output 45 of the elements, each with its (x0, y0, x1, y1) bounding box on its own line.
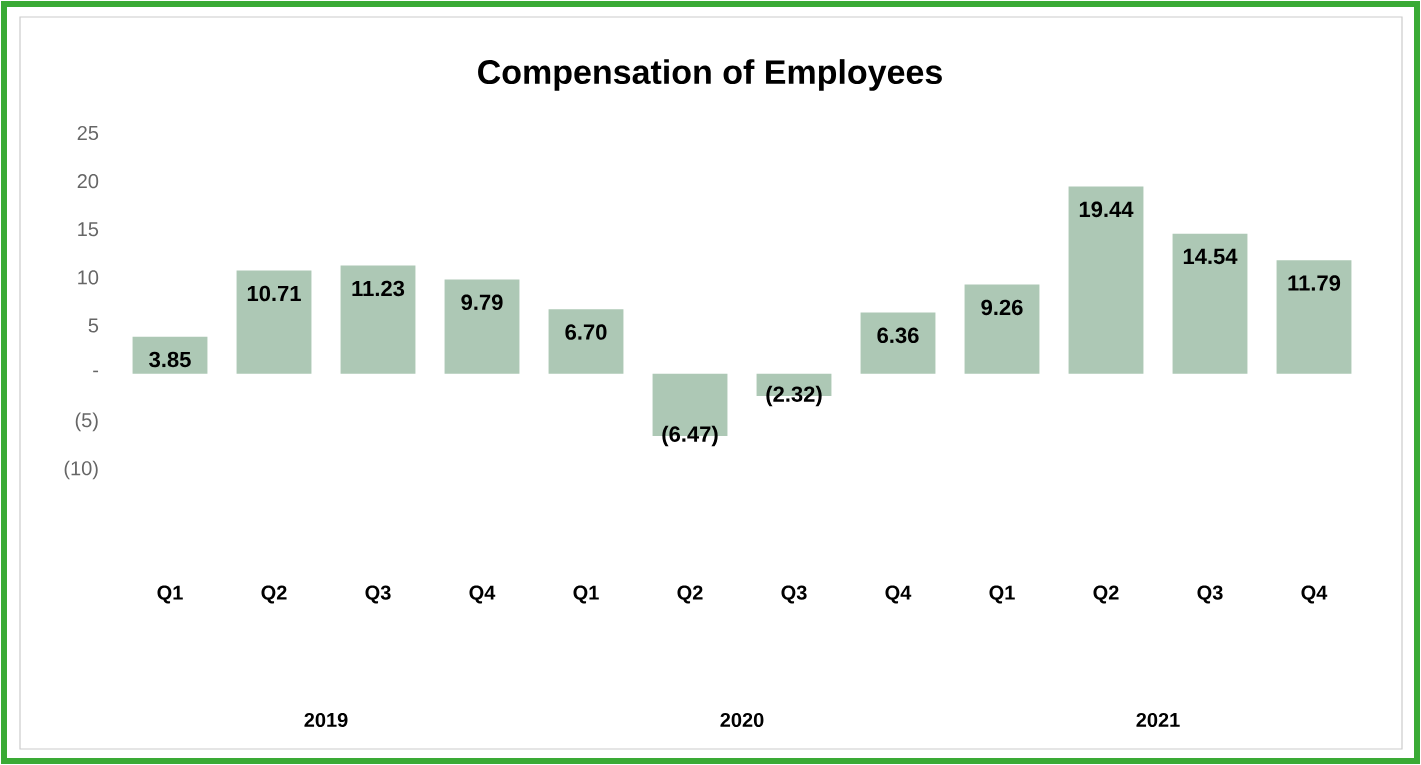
data-label: 11.79 (1288, 275, 1341, 291)
bar (444, 279, 520, 374)
y-tick-label: 10 (78, 270, 99, 285)
x-tick-label: Q1 (573, 585, 599, 604)
data-label: 9.26 (981, 299, 1023, 316)
bar (340, 265, 416, 374)
data-label: 6.70 (565, 324, 607, 340)
text: 2021 (1136, 712, 1180, 728)
x-tick-label: Q2 (677, 585, 703, 604)
data-label: 6.36 (877, 327, 919, 344)
bar (1068, 186, 1144, 374)
bar (548, 309, 624, 374)
text: 2020 (720, 712, 764, 728)
y-tick-label: 15 (78, 222, 99, 237)
data-label: 11.23 (352, 280, 405, 297)
x-tick-label: Q3 (781, 585, 807, 604)
y-tick-label: (10) (64, 460, 98, 480)
x-tick-label: Q2 (1093, 585, 1119, 604)
data-label: 3.85 (149, 351, 191, 368)
x-tick-label: Q1 (989, 585, 1015, 604)
y-tick-label: 5 (88, 318, 99, 333)
x-tick-label: Q3 (365, 585, 391, 604)
bar (964, 284, 1040, 374)
bar (860, 312, 936, 374)
x-tick-label: Q3 (1197, 585, 1223, 604)
x-tick-label: Q4 (1301, 585, 1328, 604)
x-tick-label: Q4 (885, 585, 912, 604)
data-label: 19.44 (1079, 201, 1134, 218)
bar (1172, 233, 1248, 374)
x-tick-label: Q2 (261, 585, 287, 604)
bar (1276, 260, 1352, 374)
data-label: 14.54 (1183, 248, 1238, 265)
x-tick-label: Q4 (469, 585, 496, 604)
text: 2019 (304, 712, 348, 728)
x-tick-label: Q1 (157, 585, 183, 604)
data-label: 10.71 (247, 285, 301, 302)
data-label: (2.32) (766, 385, 822, 407)
y-tick-label: 20 (77, 174, 99, 189)
data-label: (6.47) (662, 425, 718, 447)
chart-title: Compensation of Employees (478, 59, 942, 91)
y-tick-label: - (93, 370, 99, 373)
bar (236, 270, 312, 374)
y-tick-label: 25 (77, 125, 99, 141)
y-tick-label: (5) (75, 412, 98, 432)
data-label: 9.79 (461, 294, 503, 311)
